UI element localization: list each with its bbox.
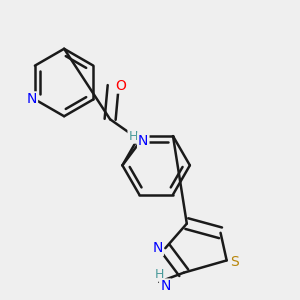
Text: O: O	[116, 79, 126, 93]
Text: H: H	[154, 268, 164, 281]
Text: H: H	[128, 130, 138, 143]
Text: N: N	[138, 134, 148, 148]
Text: S: S	[230, 255, 239, 269]
Text: N: N	[152, 241, 163, 255]
Text: N: N	[27, 92, 37, 106]
Text: N: N	[160, 280, 170, 293]
